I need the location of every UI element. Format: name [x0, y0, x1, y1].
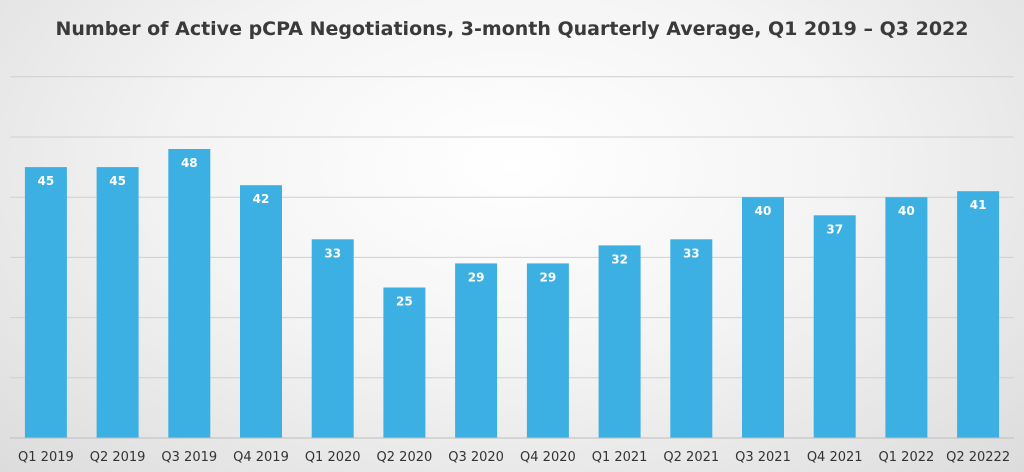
- x-tick-label: Q2 2020: [377, 450, 433, 465]
- bar: [670, 239, 713, 438]
- bar: [311, 239, 354, 438]
- data-label: 33: [324, 246, 341, 260]
- bar: [957, 191, 1000, 438]
- data-label: 25: [396, 295, 413, 309]
- bar: [742, 197, 784, 438]
- x-tick-label: Q1 2020: [305, 450, 361, 465]
- data-label: 42: [253, 192, 270, 206]
- bar: [96, 167, 139, 438]
- x-tick-label: Q1 2019: [18, 450, 74, 465]
- x-tick-label: Q4 2019: [233, 450, 289, 465]
- bar: [526, 263, 569, 438]
- x-tick-label: Q2 2021: [663, 450, 719, 465]
- x-tick-label: Q4 2021: [807, 450, 863, 465]
- data-label: 41: [970, 198, 987, 212]
- data-label: 45: [38, 174, 55, 188]
- bar: [813, 215, 856, 438]
- x-tick-label: Q1 2022: [879, 450, 935, 465]
- data-label: 32: [611, 252, 628, 266]
- data-label: 40: [898, 204, 915, 218]
- data-label: 33: [683, 246, 700, 260]
- x-tick-label: Q4 2020: [520, 450, 576, 465]
- bar: [240, 185, 282, 438]
- x-tick-label: Q3 2021: [735, 450, 791, 465]
- x-tick-label: Q2 2019: [90, 450, 146, 465]
- data-label: 37: [826, 222, 843, 236]
- bar: [885, 197, 928, 438]
- x-tick-label: Q1 2021: [592, 450, 648, 465]
- bar: [24, 167, 67, 438]
- data-label: 45: [109, 174, 126, 188]
- bar: [455, 263, 498, 438]
- bar: [598, 245, 641, 438]
- data-label: 29: [468, 270, 485, 284]
- x-tick-label: Q3 2020: [448, 450, 504, 465]
- bar: [168, 149, 211, 438]
- bar: [383, 287, 426, 438]
- x-tick-label: Q3 2019: [161, 450, 217, 465]
- data-label: 48: [181, 156, 198, 170]
- data-label: 29: [540, 270, 557, 284]
- x-tick-label: Q2 20222: [946, 450, 1010, 465]
- chart-title: Number of Active pCPA Negotiations, 3-mo…: [55, 18, 969, 40]
- data-label: 40: [755, 204, 772, 218]
